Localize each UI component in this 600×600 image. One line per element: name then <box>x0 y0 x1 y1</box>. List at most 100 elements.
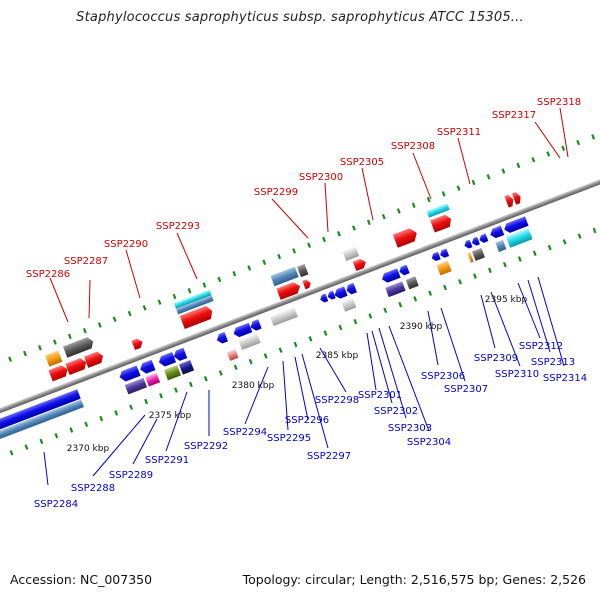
gene-label: SSP2307 <box>444 384 488 395</box>
gene-label: SSP2304 <box>407 437 451 448</box>
forward-gene-labels: SSP2286 SSP2287 SSP2290 SSP2293 SSP2299 … <box>26 97 581 280</box>
gene-label: SSP2295 <box>267 433 311 444</box>
gene-block <box>175 295 214 315</box>
gene-arrow <box>334 286 348 299</box>
tick-mark <box>323 330 328 336</box>
gene-label: SSP2305 <box>340 157 384 168</box>
tick-mark <box>292 248 297 254</box>
tick-mark <box>441 191 446 197</box>
gene-block <box>173 289 212 309</box>
gene-arrow <box>119 365 141 382</box>
tick-mark <box>562 239 567 245</box>
gene-arrow <box>179 305 213 329</box>
gene-label: SSP2290 <box>104 239 148 250</box>
gene-block <box>270 307 298 327</box>
map-title: Staphylococcus saprophyticus subsp. sapr… <box>76 10 524 25</box>
scale-label: 2375 kbp <box>149 411 192 421</box>
tick-mark <box>188 381 193 388</box>
gene-label: SSP2294 <box>223 427 267 438</box>
tick-mark <box>157 299 162 305</box>
tick-mark <box>531 156 536 163</box>
gene-label: SSP2296 <box>285 415 329 426</box>
gene-arrow <box>84 351 103 368</box>
tick-mark <box>576 139 581 146</box>
gene-label: SSP2288 <box>71 483 115 494</box>
tick-mark <box>232 270 237 277</box>
gene-label: SSP2308 <box>391 141 435 152</box>
gene-arrow <box>216 332 229 344</box>
gene-label: SSP2299 <box>254 187 298 198</box>
tick-mark <box>127 310 132 317</box>
tick-mark <box>217 276 222 283</box>
scale-label: 2395 kbp <box>485 295 528 305</box>
tick-mark <box>174 387 178 393</box>
tick-mark <box>187 288 192 294</box>
gene-arrow <box>382 268 401 283</box>
gene-block <box>472 247 485 261</box>
tick-mark <box>172 293 177 300</box>
gene-block <box>426 203 450 218</box>
genome-backbone <box>0 116 600 478</box>
tick-mark <box>202 282 207 288</box>
gene-arrow <box>490 225 505 239</box>
gene-label: SSP2286 <box>26 269 70 280</box>
tick-mark <box>82 327 87 334</box>
gene-block <box>341 298 357 312</box>
gene-arrow <box>352 258 366 272</box>
gene-label: SSP2292 <box>184 441 228 452</box>
gene-arrow <box>430 214 452 233</box>
gene-block <box>145 372 161 387</box>
gene-label: SSP2293 <box>156 221 200 232</box>
tick-mark <box>428 290 433 296</box>
tick-mark <box>546 151 551 157</box>
gene-block <box>342 246 360 262</box>
tick-mark <box>8 356 12 362</box>
gene-label: SSP2284 <box>34 499 78 510</box>
gene-block <box>124 377 148 395</box>
gene-label: SSP2309 <box>474 353 518 364</box>
gene-arrow <box>140 359 156 374</box>
gene-label: SSP2306 <box>421 371 465 382</box>
tick-mark <box>203 375 208 382</box>
tick-mark <box>322 236 326 243</box>
gene-label: SSP2310 <box>495 369 539 380</box>
tick-mark <box>473 273 477 279</box>
tick-mark <box>426 196 431 203</box>
tick-mark <box>99 415 104 422</box>
tick-mark <box>39 438 44 445</box>
tick-mark <box>97 322 102 328</box>
gene-label: SSP2317 <box>492 110 536 121</box>
gene-arrow <box>504 194 514 208</box>
gene-arrow <box>327 290 336 300</box>
tick-mark <box>561 145 566 152</box>
tick-mark <box>112 316 117 323</box>
tick-mark <box>383 307 388 314</box>
gene-arrow <box>471 236 480 246</box>
gene-label: SSP2311 <box>437 127 481 138</box>
scale-label: 2370 kbp <box>67 444 110 454</box>
reverse-gene-labels: SSP2284 SSP2288 SSP2289 SSP2291 SSP2292 … <box>34 341 587 510</box>
gene-label: SSP2300 <box>299 172 343 183</box>
gene-block <box>178 360 195 375</box>
tick-mark <box>458 279 462 285</box>
gene-block <box>505 227 533 248</box>
gene-block <box>238 333 261 350</box>
tick-mark <box>24 444 29 450</box>
gene-block <box>467 252 474 263</box>
tick-mark <box>471 179 476 186</box>
gene-block <box>226 349 239 361</box>
tick-mark <box>69 427 74 433</box>
tick-mark <box>443 284 447 291</box>
reverse-genes <box>0 216 533 450</box>
tick-mark <box>381 213 386 220</box>
gene-arrow <box>479 233 489 243</box>
tick-mark <box>262 259 267 266</box>
tick-mark <box>263 353 268 359</box>
tick-mark <box>9 450 14 456</box>
gene-label: SSP2313 <box>531 357 575 368</box>
reverse-leader-lines <box>43 276 565 486</box>
lower-tick-row <box>9 227 597 456</box>
scale-label: 2390 kbp <box>400 322 443 332</box>
